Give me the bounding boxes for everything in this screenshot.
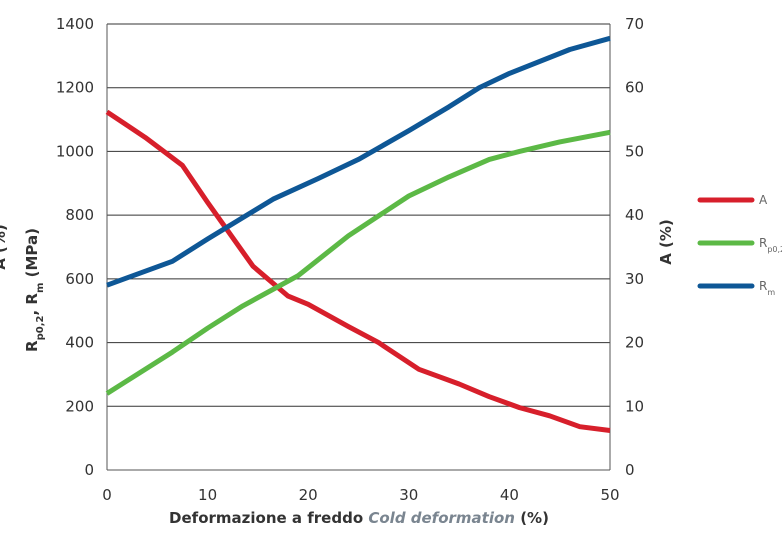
y-left-tick-label: 800 xyxy=(65,206,94,224)
y-right-tick-label: 70 xyxy=(625,15,644,33)
x-tick-label: 30 xyxy=(399,486,418,504)
series-line-A xyxy=(105,109,611,433)
legend-label-Rm: Rm xyxy=(759,279,775,297)
x-tick-label: 40 xyxy=(500,486,519,504)
y-axis-left-title-partial: A (%) xyxy=(0,224,9,270)
y-axis-left-title: Rp0,2, Rm (MPa) xyxy=(23,228,46,352)
axes xyxy=(106,24,611,471)
y-left-tick-label: 0 xyxy=(84,461,94,479)
y-right-tick-label: 30 xyxy=(625,270,644,288)
y-left-tick-label: 200 xyxy=(65,397,94,415)
x-axis-title: Deformazione a freddo Cold deformation (… xyxy=(169,509,549,527)
y-right-tick-label: 60 xyxy=(625,79,644,97)
series-line-Rp02 xyxy=(105,129,611,396)
y-left-tick-label: 1200 xyxy=(56,79,94,97)
legend: A Rp0,2 Rm xyxy=(697,193,782,297)
series-lines xyxy=(105,35,611,433)
x-tick-label: 20 xyxy=(299,486,318,504)
y-left-tick-label: 1000 xyxy=(56,142,94,160)
y-right-tick-label: 50 xyxy=(625,142,644,160)
gridlines xyxy=(107,23,610,407)
x-tick-label: 0 xyxy=(102,486,112,504)
x-tick-label: 50 xyxy=(600,486,619,504)
y-right-tick-label: 20 xyxy=(625,334,644,352)
y-axis-right-title: A (%) xyxy=(657,219,675,265)
y-left-tick-label: 1400 xyxy=(56,15,94,33)
y-right-tick-label: 0 xyxy=(625,461,635,479)
y-right-tick-label: 10 xyxy=(625,397,644,415)
y-right-tick-label: 40 xyxy=(625,206,644,224)
x-tick-label: 10 xyxy=(198,486,217,504)
legend-label-Rp02: Rp0,2 xyxy=(759,236,782,254)
tick-labels: 0200400600800100012001400010203040506070… xyxy=(56,15,644,504)
series-line-Rm xyxy=(106,35,611,288)
y-left-tick-label: 600 xyxy=(65,270,94,288)
legend-label-A: A xyxy=(759,193,768,207)
y-left-tick-label: 400 xyxy=(65,334,94,352)
